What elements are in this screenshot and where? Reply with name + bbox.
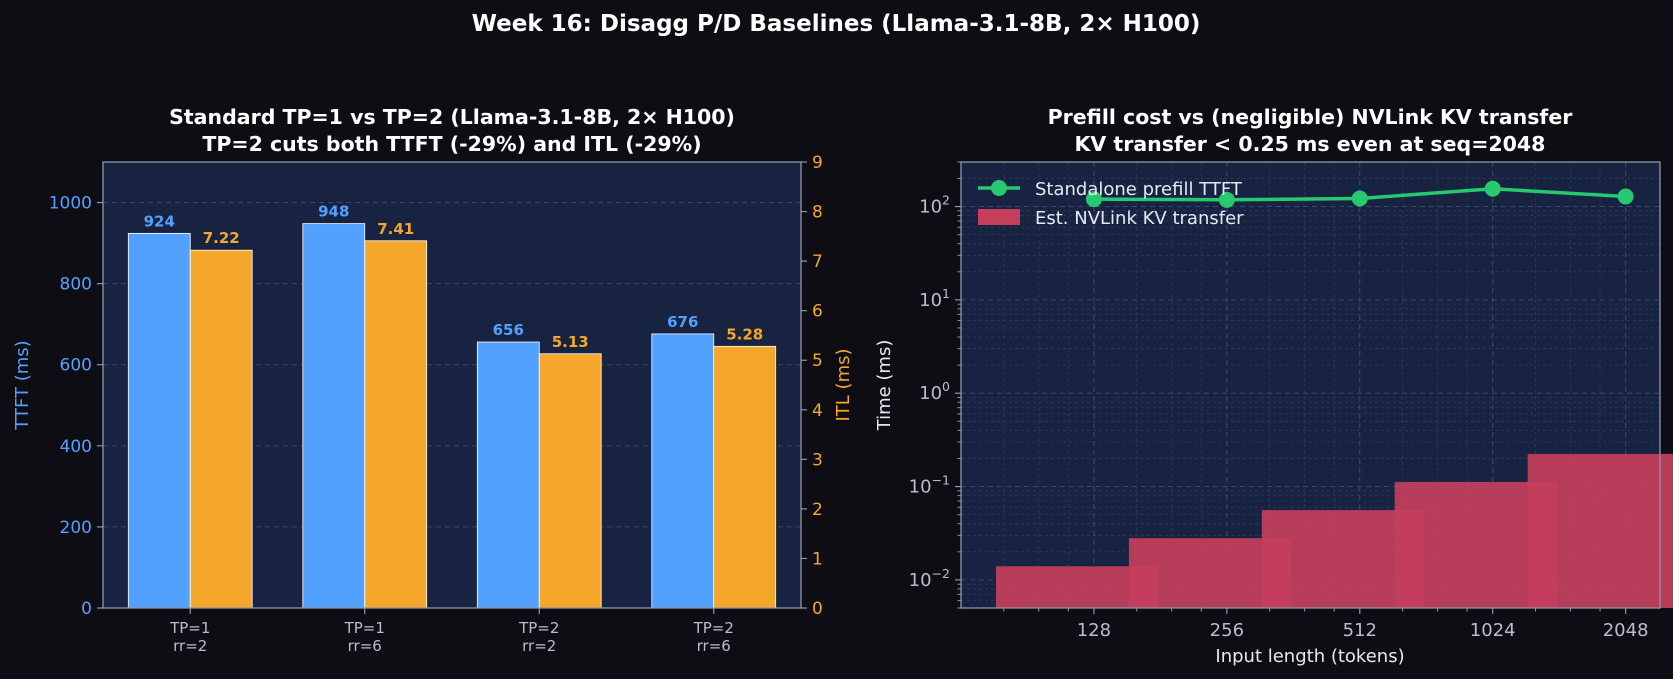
ttft-bar xyxy=(651,333,715,609)
left-y-tick-label: 200 xyxy=(60,518,92,538)
right-chart-title-line2: KV transfer < 0.25 ms even at seq=2048 xyxy=(1075,132,1546,156)
right-x-tick-label: 512 xyxy=(1343,620,1377,641)
right-y-tick-label: 0 xyxy=(812,599,823,619)
ttft-bar-label: 676 xyxy=(667,313,698,331)
right-chart-title-line1: Prefill cost vs (negligible) NVLink KV t… xyxy=(1048,105,1574,129)
legend: Standalone prefill TTFT Est. NVLink KV t… xyxy=(978,179,1244,229)
right-y-tick-label: 101 xyxy=(919,286,950,311)
left-chart-title-line1: Standard TP=1 vs TP=2 (Llama-3.1-8B, 2× … xyxy=(169,105,735,129)
right-x-tick-label: 256 xyxy=(1210,620,1244,641)
left-x-tick-label: rr=2 xyxy=(173,637,207,655)
right-bars xyxy=(995,453,1673,608)
left-y-axis-label: TTFT (ms) xyxy=(12,340,33,430)
ttft-bar xyxy=(127,232,191,609)
right-chart: Prefill cost vs (negligible) NVLink KV t… xyxy=(874,105,1673,667)
itl-bar-label: 5.13 xyxy=(552,333,589,351)
right-y-tick-label: 6 xyxy=(812,302,823,322)
right-y-tick-label: 100 xyxy=(919,379,950,404)
left-x-tick-label: TP=1 xyxy=(344,619,385,637)
right-x-tick-label: 1024 xyxy=(1470,620,1516,641)
right-x-tick-label: 128 xyxy=(1077,620,1111,641)
legend-label-prefill: Standalone prefill TTFT xyxy=(1035,179,1243,200)
right-y-tick-label: 9 xyxy=(812,153,823,173)
right-y-tick-label: 1 xyxy=(812,549,823,569)
ttft-bar-label: 948 xyxy=(318,203,349,221)
prefill-ttft-point xyxy=(1617,188,1634,205)
right-y-tick-label: 3 xyxy=(812,450,823,470)
itl-bar xyxy=(364,240,428,609)
right-y-tick-label: 7 xyxy=(812,252,823,272)
right-x-tick-label: 2048 xyxy=(1603,620,1649,641)
right-chart-y-axis-label: Time (ms) xyxy=(874,340,895,432)
left-chart: Standard TP=1 vs TP=2 (Llama-3.1-8B, 2× … xyxy=(12,105,854,655)
right-y-tick-label: 8 xyxy=(812,203,823,223)
right-y-tick-label: 102 xyxy=(919,193,950,218)
prefill-ttft-point xyxy=(1218,191,1235,208)
itl-bar xyxy=(538,353,602,609)
right-y-tick-label: 2 xyxy=(812,500,823,520)
right-chart-x-axis-label: Input length (tokens) xyxy=(1215,646,1404,667)
ttft-bar xyxy=(302,223,366,609)
left-axes: 020040060080010000123456789TP=1rr=2TP=1r… xyxy=(49,153,823,655)
right-plot-frame xyxy=(960,161,1661,609)
legend-label-kv: Est. NVLink KV transfer xyxy=(1035,208,1244,229)
left-x-tick-label: TP=2 xyxy=(518,619,559,637)
prefill-ttft-point xyxy=(1484,180,1501,197)
left-y-tick-label: 400 xyxy=(60,437,92,457)
figure-suptitle: Week 16: Disagg P/D Baselines (Llama-3.1… xyxy=(472,11,1201,37)
itl-bar-label: 5.28 xyxy=(726,325,763,343)
itl-bar-label: 7.41 xyxy=(377,220,414,238)
left-bars: 924 7.22 948 7.41 656 5.13 676 5.28 xyxy=(127,203,777,609)
prefill-ttft-point xyxy=(1085,191,1102,208)
right-y-axis-label: ITL (ms) xyxy=(833,348,854,421)
left-chart-title-line2: TP=2 cuts both TTFT (-29%) and ITL (-29%… xyxy=(202,132,701,156)
itl-bar xyxy=(713,345,777,609)
right-y-tick-label: 5 xyxy=(812,351,823,371)
ttft-bar-label: 924 xyxy=(144,212,175,230)
ttft-bar-label: 656 xyxy=(493,321,524,339)
right-y-tick-label: 10−1 xyxy=(909,473,950,498)
right-y-tick-label: 10−2 xyxy=(909,566,950,591)
left-x-tick-label: TP=1 xyxy=(169,619,210,637)
legend-line-marker xyxy=(991,180,1007,196)
left-x-tick-label: TP=2 xyxy=(693,619,734,637)
prefill-ttft-point xyxy=(1351,190,1368,207)
left-plot-frame xyxy=(102,161,802,609)
itl-bar xyxy=(189,249,253,609)
itl-bar-label: 7.22 xyxy=(203,229,240,247)
left-y-tick-label: 0 xyxy=(81,599,92,619)
left-x-tick-label: rr=6 xyxy=(697,637,731,655)
kv-transfer-bar xyxy=(1527,453,1673,608)
right-line xyxy=(1085,180,1634,208)
right-axes: 10−2 10−1 100 101 102 128 256 512 1024 2048 xyxy=(909,161,1649,641)
left-y-tick-label: 1000 xyxy=(49,194,92,214)
left-x-tick-label: rr=2 xyxy=(522,637,556,655)
left-x-tick-label: rr=6 xyxy=(348,637,382,655)
left-y-tick-label: 800 xyxy=(60,275,92,295)
left-y-tick-label: 600 xyxy=(60,356,92,376)
right-y-tick-label: 4 xyxy=(812,401,823,421)
legend-bar-swatch xyxy=(978,209,1020,225)
ttft-bar xyxy=(476,341,540,609)
